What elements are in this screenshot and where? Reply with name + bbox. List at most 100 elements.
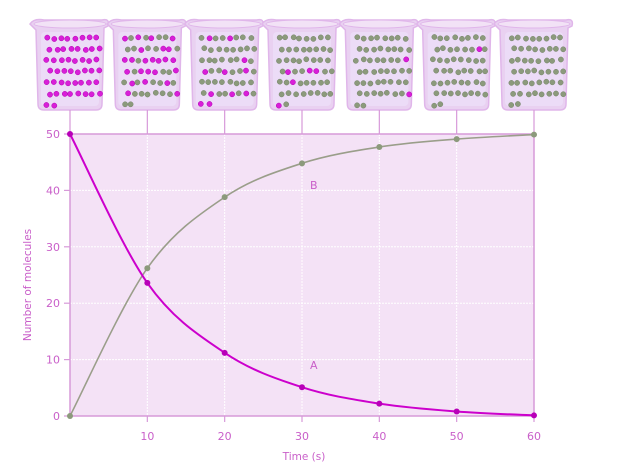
molecule-a xyxy=(403,56,410,63)
molecule-a xyxy=(148,35,155,42)
molecule-b xyxy=(248,58,254,65)
molecule-b xyxy=(216,46,223,53)
molecule-b xyxy=(388,57,395,63)
molecule-b xyxy=(156,34,162,41)
molecule-b xyxy=(553,90,559,97)
series-label-a: A xyxy=(310,359,318,372)
molecule-a xyxy=(43,102,50,108)
molecule-b xyxy=(545,68,552,75)
molecule-a xyxy=(72,58,78,64)
molecule-a xyxy=(79,57,86,63)
molecule-a xyxy=(60,46,67,52)
data-point-a xyxy=(376,400,383,407)
data-point-a xyxy=(144,279,151,286)
molecule-a xyxy=(58,79,65,86)
molecule-b xyxy=(437,35,444,42)
molecule-b xyxy=(360,102,367,109)
molecule-b xyxy=(406,47,413,53)
beaker-connector-lines xyxy=(69,110,535,134)
molecule-b xyxy=(233,80,240,87)
molecule-b xyxy=(138,90,145,97)
molecule-b xyxy=(482,68,488,75)
x-tick-label: 10 xyxy=(140,430,154,443)
molecule-b xyxy=(208,68,215,74)
molecule-b xyxy=(431,102,438,109)
molecule-b xyxy=(546,90,553,97)
molecule-b xyxy=(473,79,480,85)
molecule-b xyxy=(454,46,460,53)
molecule-a xyxy=(72,35,79,42)
molecule-b xyxy=(276,58,282,64)
molecule-b xyxy=(465,35,471,41)
molecule-a xyxy=(306,67,313,74)
molecule-b xyxy=(455,69,462,76)
molecule-b xyxy=(325,57,331,64)
beaker-rim xyxy=(188,19,262,29)
molecule-b xyxy=(360,80,367,86)
molecule-b xyxy=(441,67,447,74)
molecule-b xyxy=(560,68,567,75)
molecule-b xyxy=(300,91,307,97)
molecule-b xyxy=(521,57,528,64)
molecule-b xyxy=(450,56,457,63)
molecule-b xyxy=(199,78,205,85)
molecule-a xyxy=(142,57,149,64)
molecule-b xyxy=(301,46,307,53)
molecule-b xyxy=(538,91,545,98)
y-tick-label: 30 xyxy=(46,241,60,254)
molecule-b xyxy=(250,68,257,75)
molecule-b xyxy=(532,46,538,53)
molecule-a xyxy=(50,57,57,64)
molecule-b xyxy=(199,57,205,64)
y-tick-label: 0 xyxy=(53,410,60,423)
molecule-b xyxy=(314,90,321,96)
molecule-b xyxy=(549,58,555,64)
molecule-b xyxy=(132,91,138,97)
beaker-rim xyxy=(265,19,339,29)
molecule-b xyxy=(380,78,387,85)
molecule-b xyxy=(510,91,516,97)
molecule-b xyxy=(481,46,488,53)
molecule-a xyxy=(142,79,148,85)
beaker-rim xyxy=(497,19,571,29)
data-point-a xyxy=(531,412,537,419)
molecule-b xyxy=(153,46,159,52)
molecule-b xyxy=(511,45,518,52)
molecule-b xyxy=(557,79,564,86)
molecule-b xyxy=(391,68,397,75)
molecule-b xyxy=(440,45,446,52)
x-tick-label: 40 xyxy=(372,430,386,443)
x-tick-label: 30 xyxy=(295,430,309,443)
molecule-b xyxy=(276,78,283,85)
molecule-b xyxy=(434,46,441,53)
molecule-b xyxy=(278,91,285,98)
molecule-b xyxy=(431,80,437,87)
molecule-a xyxy=(93,79,100,86)
molecule-b xyxy=(157,80,164,86)
molecule-b xyxy=(293,91,299,98)
molecule-a xyxy=(75,90,82,97)
molecule-a xyxy=(476,46,483,53)
molecule-b xyxy=(324,79,330,86)
molecule-b xyxy=(233,34,240,41)
molecule-a xyxy=(313,68,320,74)
molecule-b xyxy=(528,80,535,87)
molecule-b xyxy=(532,90,538,97)
molecule-a xyxy=(125,90,131,97)
molecule-b xyxy=(310,36,317,42)
y-axis-title: Number of molecules xyxy=(22,229,34,341)
molecule-a xyxy=(54,68,61,75)
molecule-b xyxy=(544,57,550,64)
molecule-b xyxy=(293,46,300,53)
molecule-b xyxy=(535,58,542,65)
molecule-b xyxy=(328,68,335,75)
molecule-b xyxy=(557,34,563,41)
molecule-b xyxy=(122,101,128,108)
molecule-b xyxy=(279,68,286,75)
molecule-a xyxy=(88,91,95,98)
molecule-b xyxy=(222,90,228,97)
beaker-40s xyxy=(338,18,419,111)
molecule-a xyxy=(86,34,93,41)
molecule-b xyxy=(325,34,331,41)
molecule-b xyxy=(306,46,313,53)
